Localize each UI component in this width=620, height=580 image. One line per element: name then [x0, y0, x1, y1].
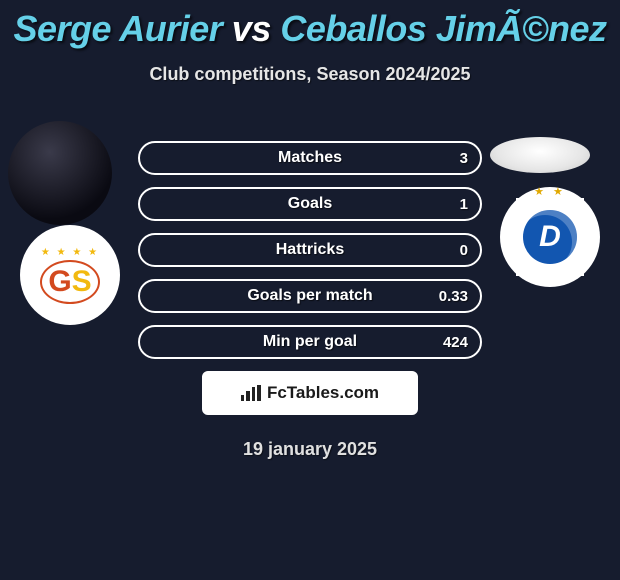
- stat-value-right: 3: [460, 150, 468, 167]
- club-badge-left: ★ ★ ★ ★ GS: [20, 225, 120, 325]
- stat-bar: Goals 1: [138, 187, 482, 221]
- club-right-stars: ★ ★: [534, 185, 566, 198]
- season-subtitle: Club competitions, Season 2024/2025: [0, 64, 620, 85]
- stat-bar: Min per goal 424: [138, 325, 482, 359]
- comparison-title: Serge Aurier vs Ceballos JimÃ©nez: [0, 0, 620, 50]
- stat-label: Goals: [288, 195, 332, 213]
- stat-label: Matches: [278, 149, 342, 167]
- club-badge-right: ★ ★ D: [500, 187, 600, 287]
- fctables-badge[interactable]: FcTables.com: [202, 371, 418, 415]
- player1-name: Serge Aurier: [14, 8, 223, 49]
- fctables-label: FcTables.com: [267, 383, 379, 403]
- stat-bars: Matches 3 Goals 1 Hattricks 0 Goals per match 0…: [138, 121, 482, 359]
- snapshot-date: 19 january 2025: [0, 439, 620, 460]
- stat-value-right: 424: [443, 334, 468, 351]
- player2-name: Ceballos JimÃ©nez: [280, 8, 606, 49]
- stat-bar: Goals per match 0.33: [138, 279, 482, 313]
- vs-word: vs: [232, 8, 271, 49]
- stat-bar: Hattricks 0: [138, 233, 482, 267]
- stat-label: Goals per match: [247, 287, 372, 305]
- club-left-initials: GS: [40, 260, 100, 304]
- stat-value-right: 0: [460, 242, 468, 259]
- club-left-stars: ★ ★ ★ ★: [41, 247, 99, 258]
- stat-value-right: 1: [460, 196, 468, 213]
- stat-label: Hattricks: [276, 241, 344, 259]
- stat-label: Min per goal: [263, 333, 357, 351]
- club-right-initial: D: [523, 210, 577, 264]
- player1-photo: [8, 121, 112, 225]
- player2-photo: [490, 137, 590, 173]
- stat-value-right: 0.33: [439, 288, 468, 305]
- club-right-shield: D: [516, 198, 584, 276]
- bar-chart-icon: [241, 385, 261, 401]
- stat-bar: Matches 3: [138, 141, 482, 175]
